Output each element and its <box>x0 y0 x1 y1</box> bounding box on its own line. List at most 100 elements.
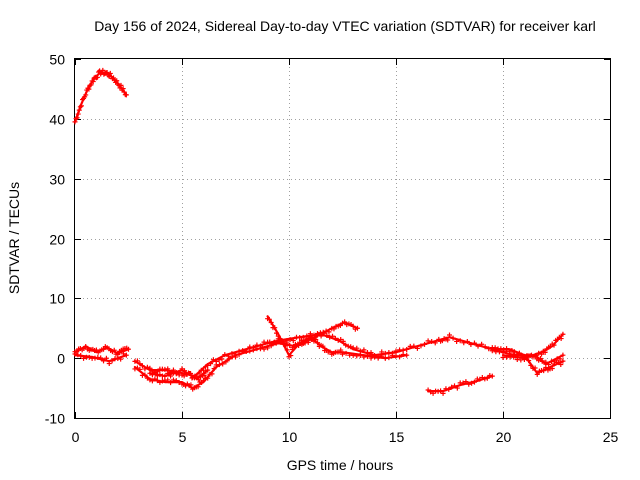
data-point <box>454 338 460 344</box>
x-tick-label: 5 <box>179 429 187 445</box>
data-point <box>313 337 319 343</box>
data-point <box>266 316 272 322</box>
data-point <box>372 354 378 360</box>
chart-title: Day 156 of 2024, Sidereal Day-to-day VTE… <box>94 18 596 34</box>
y-tick-label: 10 <box>49 291 65 307</box>
series-track-b <box>72 343 131 357</box>
y-tick-label: 20 <box>49 232 65 248</box>
data-point <box>72 119 78 125</box>
data-point <box>250 347 256 353</box>
data-point <box>165 370 171 376</box>
data-point <box>475 343 481 349</box>
y-axis-label: SDTVAR / TECUs <box>6 182 22 294</box>
data-point <box>315 340 321 346</box>
data-point <box>541 368 547 374</box>
data-point <box>551 342 557 348</box>
data-point <box>447 332 452 338</box>
x-tick-label: 0 <box>72 429 80 445</box>
data-point <box>536 350 542 356</box>
data-point <box>326 329 332 335</box>
data-point <box>461 340 467 346</box>
data-point <box>205 367 211 373</box>
data-point <box>320 329 326 335</box>
data-point <box>528 362 534 368</box>
data-point <box>386 355 392 361</box>
data-point <box>223 359 229 365</box>
data-point <box>165 377 171 383</box>
data-point <box>516 350 522 356</box>
data-point <box>277 336 283 342</box>
y-tick-label: 30 <box>49 172 65 188</box>
data-point <box>414 345 420 351</box>
data-point <box>340 351 345 357</box>
data-point <box>382 350 388 356</box>
series-track-f <box>265 315 410 361</box>
data-point <box>482 344 488 350</box>
data-point <box>261 346 267 352</box>
x-tick-label: 15 <box>389 429 405 445</box>
data-point <box>368 350 374 356</box>
data-point <box>338 347 344 353</box>
data-point <box>290 347 296 353</box>
series-track-e <box>132 319 360 392</box>
data-point <box>120 86 126 92</box>
data-point <box>533 352 539 358</box>
data-series <box>72 67 566 396</box>
x-tick-label: 10 <box>282 429 298 445</box>
data-point <box>454 385 460 391</box>
data-point <box>331 326 337 332</box>
data-point <box>236 352 242 358</box>
data-point <box>542 349 548 355</box>
data-point <box>222 352 228 358</box>
data-point <box>422 341 428 347</box>
data-point <box>443 386 449 392</box>
data-point <box>507 354 513 360</box>
y-tick-label: 50 <box>49 52 65 68</box>
data-point <box>449 384 455 390</box>
axis-ticks: 0 5 10 15 20 25 -10 0 10 20 30 40 50 <box>45 52 619 446</box>
data-point <box>432 340 438 346</box>
data-point <box>282 343 288 349</box>
data-point <box>549 365 555 371</box>
data-point <box>123 352 129 358</box>
data-point <box>400 352 406 358</box>
data-point <box>139 363 145 369</box>
data-point <box>418 343 424 349</box>
data-point <box>297 340 303 346</box>
x-tick-label: 25 <box>603 429 619 445</box>
data-point <box>210 357 216 363</box>
data-point <box>315 330 321 336</box>
data-point <box>324 332 330 338</box>
data-point <box>560 352 566 358</box>
data-point <box>411 343 417 349</box>
data-point <box>498 346 504 352</box>
data-point <box>506 348 512 354</box>
data-point <box>88 82 94 88</box>
data-point <box>176 380 182 386</box>
data-point <box>557 356 563 362</box>
data-point <box>537 356 543 362</box>
data-point <box>463 379 469 385</box>
data-point <box>152 370 158 376</box>
data-point <box>284 340 290 346</box>
data-point <box>142 372 148 378</box>
series-track-j <box>500 331 566 363</box>
data-point <box>287 342 293 348</box>
data-point <box>320 343 326 349</box>
data-point <box>489 373 495 379</box>
data-point <box>511 349 517 355</box>
data-point <box>379 353 385 359</box>
data-point <box>90 79 96 85</box>
data-point <box>335 337 341 343</box>
data-point <box>86 86 92 92</box>
data-point <box>98 355 104 361</box>
data-point <box>147 377 153 383</box>
data-point <box>526 358 532 364</box>
data-point <box>438 388 444 394</box>
plot-frame <box>74 58 611 419</box>
data-point <box>115 355 121 361</box>
data-point <box>466 381 472 387</box>
data-point <box>86 354 92 360</box>
data-point <box>539 351 545 357</box>
